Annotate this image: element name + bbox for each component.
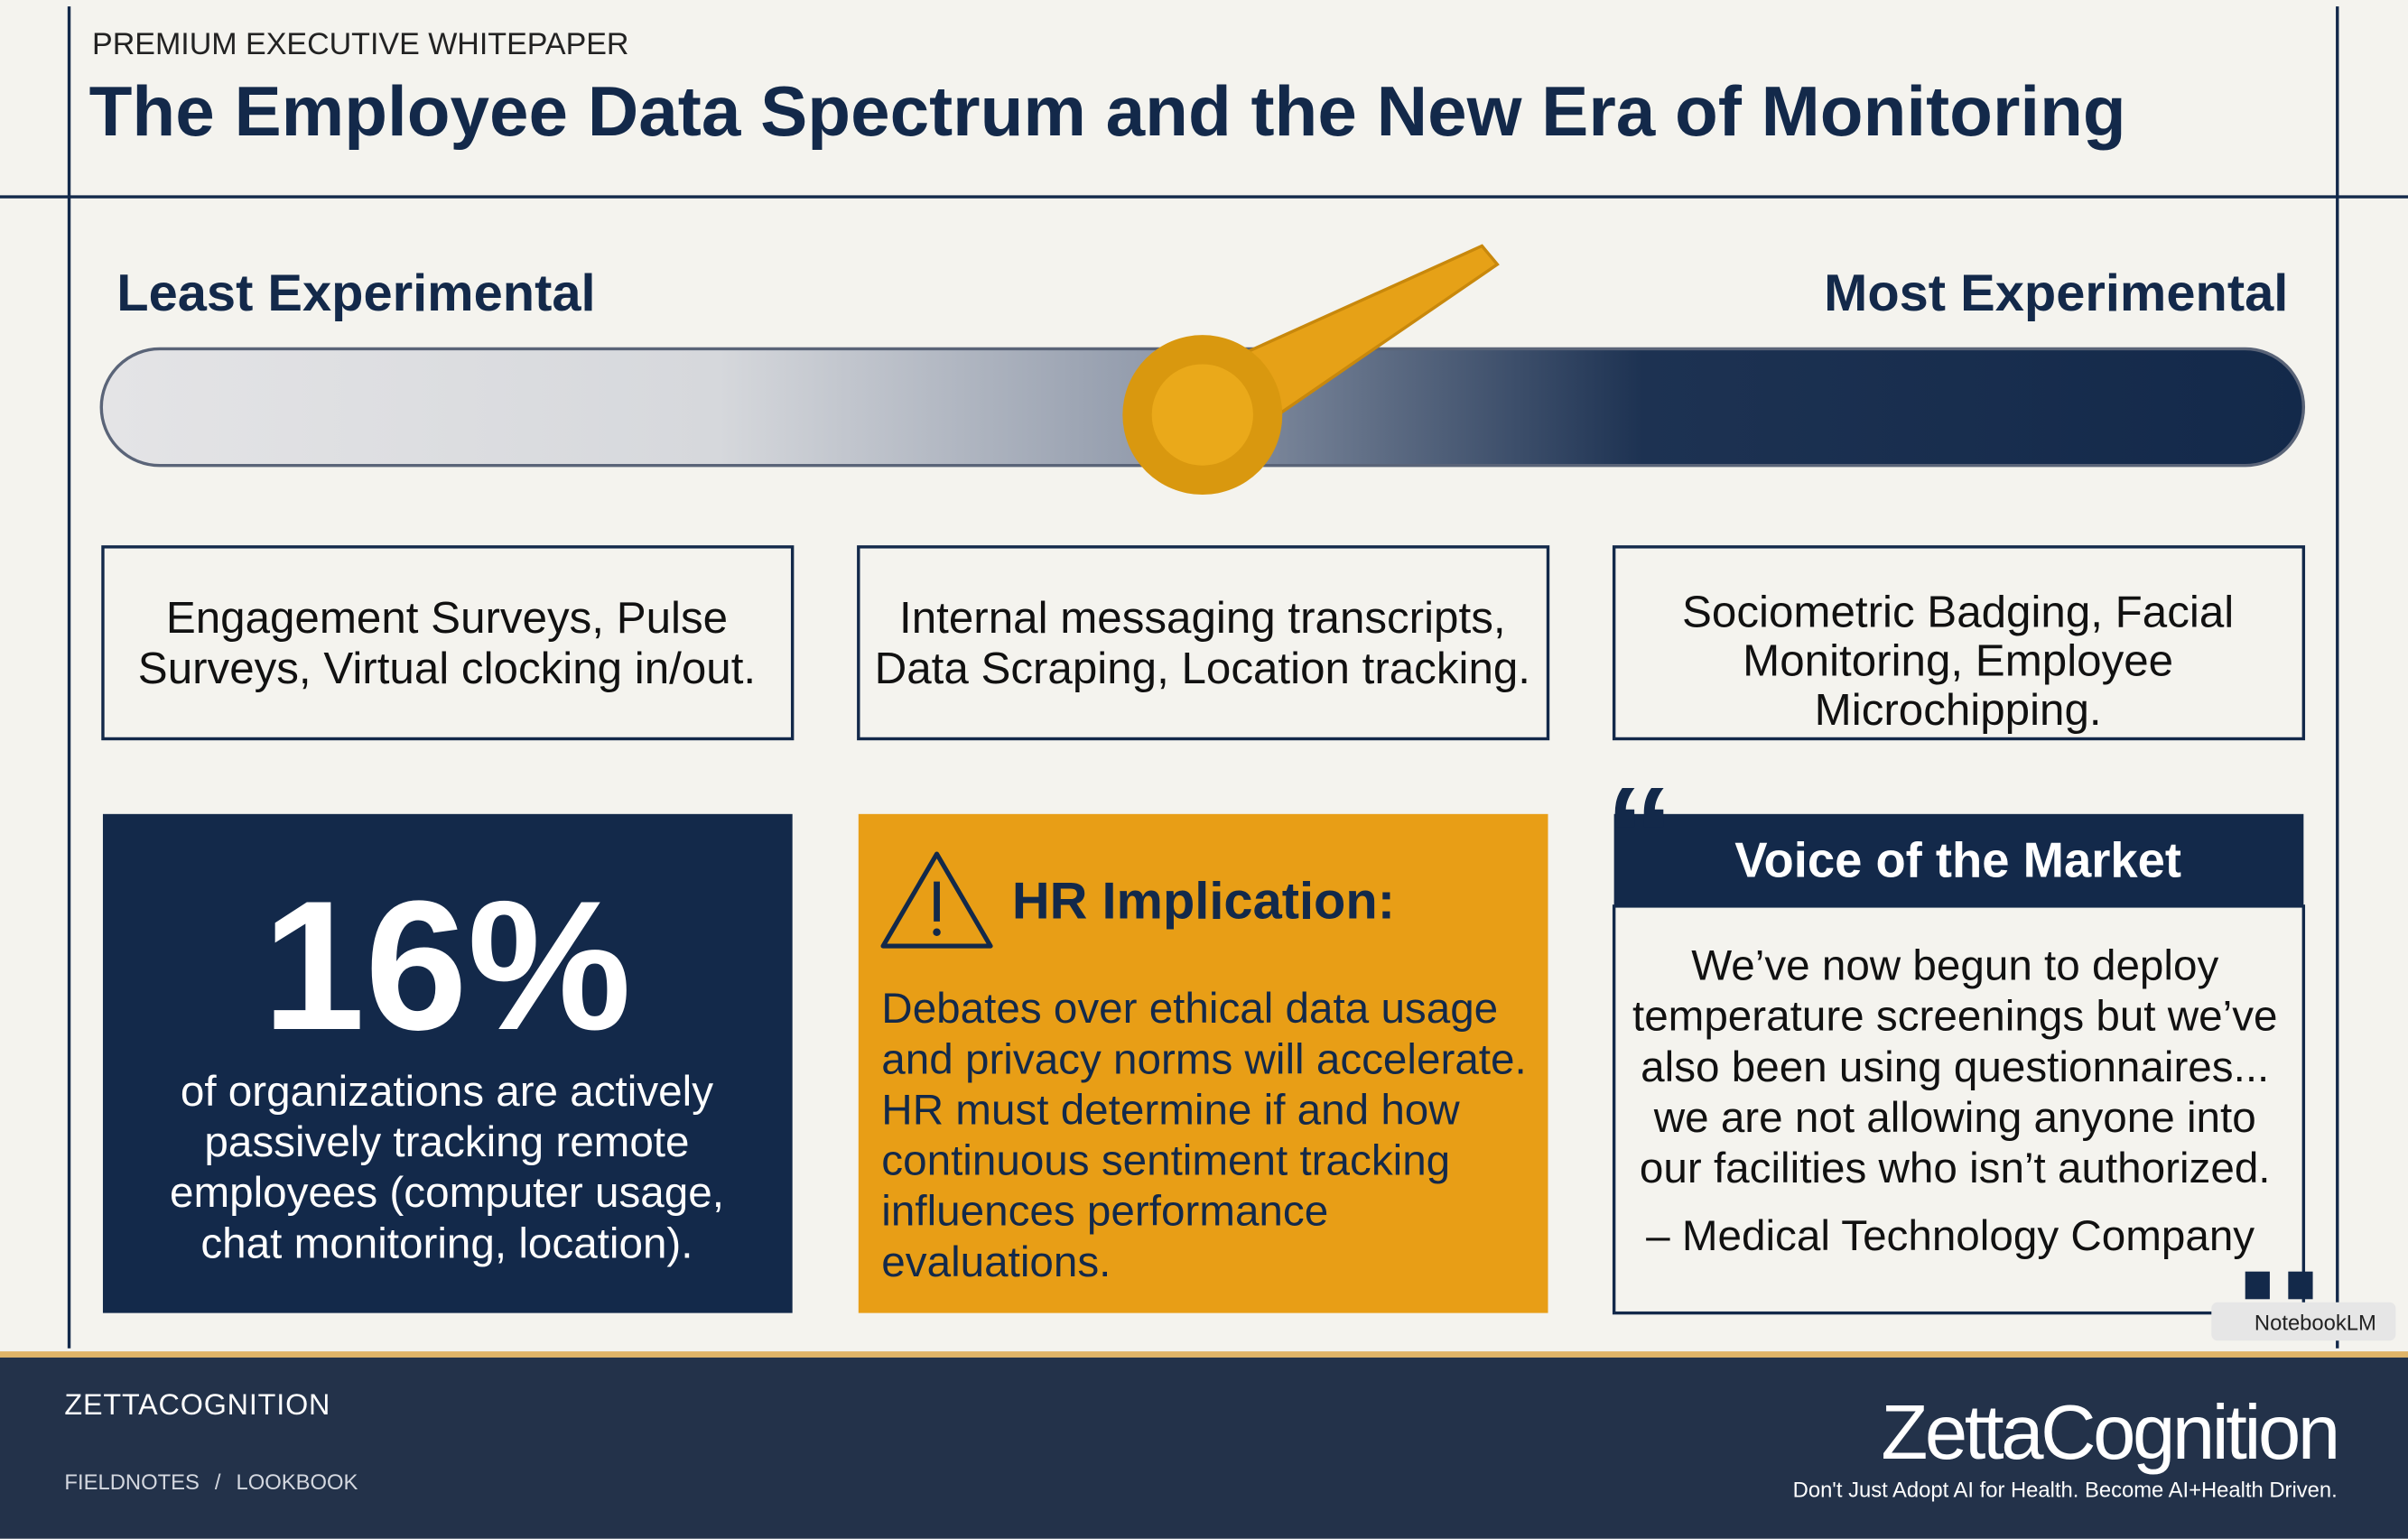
tier-text: Engagement Surveys, Pulse Surveys, Virtua… [138, 593, 756, 693]
warning-icon [880, 851, 993, 949]
text-line: and privacy norms will accelerate. [881, 1035, 1526, 1083]
quote-attribution: – Medical Technology Company [1646, 1212, 2255, 1260]
watermark-badge [2211, 1302, 2396, 1341]
stat-text: of organizations are actively passively t… [170, 1068, 724, 1267]
text-line: continuous sentiment tracking [881, 1137, 1450, 1185]
deco-square [2245, 1271, 2270, 1300]
tier-card: Internal messaging transcripts, Data Scra… [857, 545, 1550, 741]
tier-box [857, 545, 1550, 741]
implication-text: Debates over ethical data usage and priva… [881, 985, 1526, 1286]
text-line: Engagement Surveys, Pulse [166, 593, 728, 643]
quote-title: Voice of the Market [1734, 833, 2181, 888]
text-line: Data Scraping, Location tracking. [875, 644, 1530, 693]
tier-text: Sociometric Badging, Facial Monitoring, E… [1682, 587, 2234, 735]
implication-title: HR Implication: [1012, 872, 1395, 930]
quote-mark: “ [1604, 758, 1674, 913]
text-line: our facilities who isn’t authorized. [1640, 1145, 2271, 1192]
eyebrow: PREMIUM EXECUTIVE WHITEPAPER [92, 27, 628, 61]
text-line: Microchipping. [1815, 685, 2102, 735]
footer [0, 1357, 2408, 1539]
needle-hub-inner [1151, 364, 1253, 466]
stat-card [102, 813, 793, 1313]
text-line: / [215, 1470, 221, 1495]
deco-square [2288, 1271, 2313, 1300]
text-line: We’ve now begun to deploy [1691, 942, 2218, 990]
right-label: Most Experimental [1824, 264, 2288, 322]
footer-nav: FIELDNOTES / LOOKBOOK [64, 1470, 358, 1495]
footer-tagline: Don't Just Adopt AI for Health. Become A… [1793, 1479, 2338, 1503]
text-line: evaluations. [881, 1238, 1111, 1286]
text-line: we are not allowing anyone into [1653, 1094, 2256, 1142]
watermark: NotebookLM [2255, 1311, 2376, 1335]
tier-box [1612, 545, 2306, 741]
text-line: temperature screenings but we’ve [1632, 993, 2278, 1041]
text-line: chat monitoring, location). [200, 1219, 693, 1267]
footer-brand: ZETTACOGNITION [64, 1388, 330, 1421]
left-label: Least Experimental [116, 264, 595, 322]
footer-accent [0, 1351, 2408, 1358]
quote-text: We’ve now begun to deploy temperature scr… [1632, 942, 2278, 1193]
implication-card [858, 813, 1548, 1313]
text-line: also been using questionnaires... [1641, 1043, 2269, 1091]
text-line: Internal messaging transcripts, [899, 593, 1506, 643]
text-line: Debates over ethical data usage [881, 985, 1498, 1033]
tier-text: Internal messaging transcripts, Data Scra… [875, 593, 1530, 693]
text-line: influences performance [881, 1188, 1328, 1236]
text-line: of organizations are actively [181, 1068, 713, 1116]
text-line: Monitoring, Employee [1743, 636, 2173, 686]
nav-link[interactable]: LOOKBOOK [237, 1470, 358, 1495]
text-line: Surveys, Virtual clocking in/out. [138, 644, 756, 693]
stat-value: 16% [263, 863, 632, 1069]
text-line: employees (computer usage, [170, 1169, 724, 1217]
footer-logo: ZettaCognition [1881, 1390, 2337, 1476]
text-line: HR must determine if and how [881, 1086, 1460, 1134]
tier-card: Sociometric Badging, Facial Monitoring, E… [1612, 545, 2306, 741]
tier-card: Engagement Surveys, Pulse Surveys, Virtua… [101, 545, 795, 741]
tier-box [101, 545, 795, 741]
nav-link[interactable]: FIELDNOTES [64, 1470, 199, 1495]
text-line: Sociometric Badging, Facial [1682, 587, 2234, 636]
title: The Employee Data Spectrum and the New E… [89, 71, 2126, 151]
text-line: passively tracking remote [204, 1118, 689, 1166]
quote-header [1613, 813, 2304, 906]
